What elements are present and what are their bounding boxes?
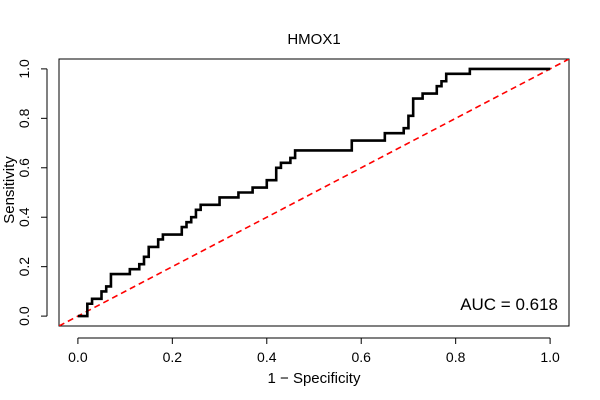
y-tick-label: 0.0 xyxy=(16,306,32,326)
x-tick-label: 0.4 xyxy=(257,349,277,365)
roc-curve-line xyxy=(77,67,551,318)
y-axis-label: Sensitivity xyxy=(1,156,18,224)
plot-area: 0.0 0.2 0.4 0.6 0.8 1.0 0.0 0.2 0.4 0.6 0.8 1.0 xyxy=(16,58,570,365)
x-tick-label: 0.6 xyxy=(351,349,371,365)
auc-annotation: AUC = 0.618 xyxy=(460,295,558,314)
y-tick-label: 0.6 xyxy=(16,158,32,178)
x-axis-label: 1 − Specificity xyxy=(268,370,361,387)
reference-diagonal-line xyxy=(59,59,569,326)
y-tick-label: 0.2 xyxy=(16,257,32,277)
plot-box xyxy=(58,58,570,327)
y-tick-label: 1.0 xyxy=(16,59,32,79)
x-tick-label: 0.2 xyxy=(163,349,183,365)
y-tick-label: 0.4 xyxy=(16,207,32,227)
x-tick-label: 0.0 xyxy=(68,349,88,365)
x-tick-label: 1.0 xyxy=(540,349,560,365)
chart-title: HMOX1 xyxy=(287,31,340,48)
y-tick-label: 0.8 xyxy=(16,108,32,128)
x-tick-label: 0.8 xyxy=(446,349,466,365)
